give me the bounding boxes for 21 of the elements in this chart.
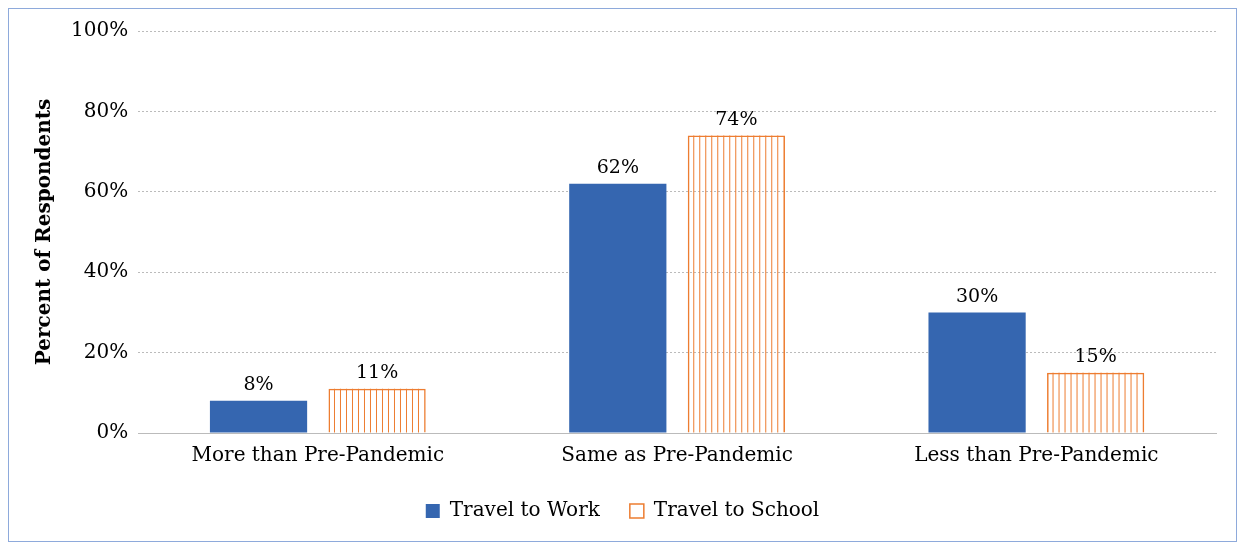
bar <box>209 400 308 433</box>
y-tick-label: 60% <box>83 178 129 202</box>
y-tick-label: 80% <box>83 97 129 122</box>
x-tick-label: Same as Pre-Pandemic <box>561 442 793 467</box>
x-tick-label: More than Pre-Pandemic <box>191 442 445 467</box>
data-label: 62% <box>596 155 639 178</box>
y-tick-label: 100% <box>70 17 129 42</box>
bar <box>928 312 1026 433</box>
y-tick-label: 40% <box>83 258 129 283</box>
data-label: 15% <box>1074 344 1117 367</box>
legend-label: Travel to Work <box>449 497 601 522</box>
y-tick-label: 20% <box>83 338 129 363</box>
y-axis-title: Percent of Respondents <box>31 98 56 366</box>
legend-label: Travel to School <box>653 497 820 522</box>
y-tick-label: 0% <box>96 419 129 444</box>
data-label: 30% <box>955 283 999 306</box>
data-label: 74% <box>715 106 758 129</box>
data-label: 8% <box>243 372 274 395</box>
bar <box>569 183 667 433</box>
x-tick-label: Less than Pre-Pandemic <box>914 442 1159 467</box>
data-label: 11% <box>355 360 399 383</box>
